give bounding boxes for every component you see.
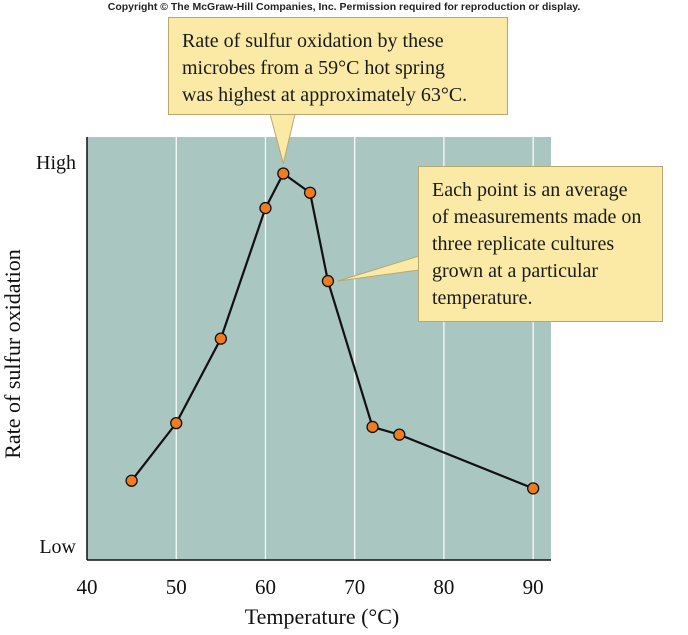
- data-point: [303, 186, 317, 199]
- data-point: [170, 416, 183, 430]
- callout-text-line: Each point is an average: [432, 179, 628, 201]
- series-line: [130, 172, 534, 490]
- data-point: [393, 428, 406, 441]
- callout-text-line: microbes from a 59°C hot spring: [182, 57, 445, 79]
- callout-text-line: was highest at approximately 63°C.: [182, 84, 468, 106]
- y-tick-label: Low: [39, 536, 76, 558]
- callout-text-line: of measurements made on: [432, 206, 642, 228]
- x-axis-label: Temperature (°C): [245, 604, 399, 629]
- data-point: [366, 420, 379, 434]
- x-tick-label: 70: [344, 575, 365, 599]
- x-tick-label: 60: [255, 575, 276, 599]
- callout-text-line: three replicate cultures: [432, 233, 615, 255]
- callout-text-line: grown at a particular: [432, 260, 599, 282]
- data-point: [125, 474, 138, 487]
- data-point: [259, 201, 272, 215]
- x-tick-label: 40: [77, 575, 98, 599]
- copyright-notice: Copyright © The McGraw-Hill Companies, I…: [107, 1, 581, 13]
- y-axis-label: Rate of sulfur oxidation: [0, 249, 25, 459]
- callout-text-line: Rate of sulfur oxidation by these: [182, 30, 444, 52]
- data-point: [321, 274, 335, 288]
- callout-peak-note: Rate of sulfur oxidation by these microbe…: [168, 17, 508, 115]
- callout-text-line: temperature.: [432, 287, 533, 309]
- tick-labels: 40 50 60 70 80 90 Low High: [36, 152, 544, 599]
- data-point: [214, 332, 227, 345]
- data-point: [277, 167, 290, 180]
- data-point: [527, 482, 540, 495]
- x-tick-label: 50: [166, 575, 187, 599]
- data-series: [125, 167, 540, 495]
- y-tick-label: High: [36, 152, 76, 174]
- axes: [86, 137, 551, 561]
- x-tick-label: 90: [523, 575, 544, 599]
- callout-average-note: Each point is an average of measurements …: [418, 166, 663, 322]
- x-tick-label: 80: [433, 575, 454, 599]
